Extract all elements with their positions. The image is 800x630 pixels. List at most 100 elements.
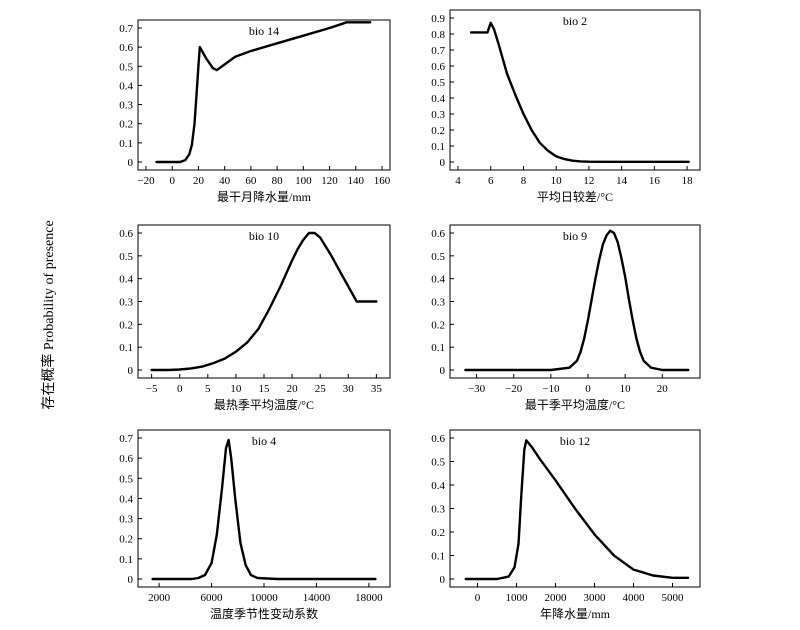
x-tick-label: 40 [219,175,231,187]
y-tick-label: 0.2 [431,527,445,539]
y-tick-label: 0 [128,157,134,169]
x-tick-label: 12 [583,175,594,187]
x-tick-label: 1000 [506,592,529,604]
x-tick-label: 4000 [623,592,646,604]
y-tick-label: 0.7 [119,433,133,445]
y-tick-label: 0.6 [431,228,445,240]
x-tick-label: 6000 [201,592,224,604]
y-tick-label: 0 [128,574,134,586]
response-curve [150,231,378,372]
response-curve [464,229,690,372]
y-tick-label: 0.3 [431,109,445,121]
y-tick-label: 0.5 [119,61,133,73]
y-tick-label: 0.2 [119,319,133,331]
x-tick-label: 2000 [148,592,171,604]
y-tick-label: 0.2 [431,125,445,137]
panel-title: bio 9 [563,229,587,243]
panel-title: bio 10 [249,229,279,243]
x-tick-label: 10 [230,383,242,395]
y-tick-label: 0.1 [119,554,133,566]
y-tick-label: 0.4 [431,274,445,286]
y-tick-label: 0.5 [431,457,445,469]
y-tick-label: 0.4 [431,93,445,105]
x-tick-label: 0 [169,175,175,187]
plot-frame-2 [449,9,701,171]
x-tick-label: 20 [657,383,669,395]
y-tick-label: 0 [440,574,446,586]
y-tick-label: 0.6 [431,61,445,73]
plot-frame-3 [137,224,391,379]
panel-title: bio 12 [560,434,590,448]
panel-title: bio 14 [249,24,279,38]
y-tick-label: 0.5 [119,473,133,485]
x-tick-label: 4 [455,175,461,187]
x-tick-label: 25 [315,383,327,395]
x-tick-label: 20 [287,383,299,395]
panel-title: bio 4 [252,434,276,448]
y-tick-label: 0.1 [431,551,445,563]
y-tick-label: 0.2 [431,319,445,331]
y-tick-label: 0.4 [119,493,133,505]
y-tick-label: 0 [128,365,134,377]
x-tick-label: 160 [374,175,391,187]
x-tick-label: 0 [177,383,183,395]
y-tick-label: 0.8 [431,29,445,41]
y-tick-label: 0.4 [119,274,133,286]
x-tick-label: 20 [193,175,205,187]
x-tick-label: 35 [371,383,383,395]
x-tick-label: 120 [321,175,338,187]
x-axis-label: 最干月降水量/mm [217,190,312,204]
y-tick-label: 0.3 [431,504,445,516]
response-curve [469,21,690,164]
response-curve [155,21,372,164]
x-tick-label: 0 [475,592,481,604]
x-tick-label: 5 [205,383,211,395]
y-tick-label: 0.9 [431,13,445,25]
y-tick-label: 0.2 [119,119,133,131]
x-tick-label: 18000 [355,592,383,604]
x-tick-label: 10000 [250,592,278,604]
y-tick-label: 0.3 [119,297,133,309]
x-tick-label: 5000 [662,592,685,604]
y-tick-label: 0.6 [119,42,133,54]
y-axis-shared-label: 存在概率 Probability of presence [42,220,57,410]
x-axis-label: 温度季节性变动系数 [210,606,318,621]
panel-title: bio 2 [563,14,587,28]
y-tick-label: 0.1 [431,342,445,354]
x-tick-label: 10 [620,383,632,395]
y-tick-label: 0 [440,365,446,377]
x-tick-label: 10 [551,175,563,187]
y-tick-label: 0.1 [119,342,133,354]
plot-frame-1 [137,19,391,171]
x-tick-label: 15 [259,383,271,395]
x-axis-label: 最热季平均温度/°C [214,397,314,412]
x-tick-label: 2000 [545,592,568,604]
y-tick-label: 0.5 [431,251,445,263]
x-tick-label: 30 [343,383,355,395]
x-tick-label: 16 [649,175,661,187]
x-tick-label: −20 [137,175,155,187]
x-axis-label: 年降水量/mm [540,607,611,621]
x-tick-label: 14 [616,175,628,187]
x-tick-label: 80 [272,175,284,187]
x-tick-label: −10 [542,383,560,395]
y-tick-label: 0.3 [119,514,133,526]
y-tick-label: 0.7 [431,45,445,57]
x-axis-label: 平均日较差/°C [537,189,613,204]
y-tick-label: 0.3 [431,297,445,309]
x-tick-label: 8 [521,175,527,187]
y-tick-label: 0.6 [119,228,133,240]
x-tick-label: −5 [146,383,158,395]
y-tick-label: 0.6 [119,453,133,465]
y-tick-label: 0.7 [119,23,133,35]
plot-frame-4 [449,224,701,379]
x-tick-label: −20 [505,383,523,395]
y-tick-label: 0 [440,157,446,169]
x-tick-label: 60 [245,175,257,187]
x-tick-label: 14000 [303,592,331,604]
x-tick-label: −30 [468,383,486,395]
response-curve [151,438,377,581]
y-tick-label: 0.1 [431,141,445,153]
y-tick-label: 0.1 [119,138,133,150]
